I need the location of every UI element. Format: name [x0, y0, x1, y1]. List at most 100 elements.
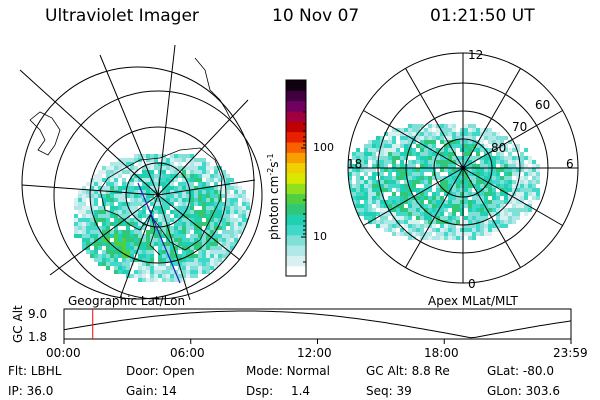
aurora-pixel — [352, 168, 356, 172]
aurora-pixel — [198, 190, 202, 194]
aurora-pixel — [424, 188, 428, 192]
intensity-colorbar — [285, 79, 307, 277]
aurora-pixel — [488, 184, 492, 188]
aurora-pixel — [186, 154, 190, 158]
aurora-pixel — [226, 202, 230, 206]
aurora-pixel — [420, 236, 424, 240]
aurora-pixel — [472, 144, 476, 148]
aurora-pixel — [452, 184, 456, 188]
aurora-pixel — [142, 262, 146, 266]
aurora-pixel — [420, 196, 424, 200]
aurora-pixel — [142, 214, 146, 218]
aurora-pixel — [428, 232, 432, 236]
aurora-pixel — [480, 224, 484, 228]
aurora-pixel — [238, 194, 242, 198]
aurora-pixel — [404, 140, 408, 144]
aurora-pixel — [428, 156, 432, 160]
aurora-pixel — [344, 180, 348, 184]
aurora-pixel — [416, 144, 420, 148]
aurora-pixel — [464, 220, 468, 224]
aurora-pixel — [396, 184, 400, 188]
aurora-pixel — [202, 238, 206, 242]
aurora-pixel — [190, 194, 194, 198]
aurora-pixel — [130, 250, 134, 254]
aurora-pixel — [158, 250, 162, 254]
aurora-pixel — [150, 186, 154, 190]
aurora-pixel — [146, 222, 150, 226]
aurora-pixel — [202, 266, 206, 270]
aurora-pixel — [372, 176, 376, 180]
aurora-pixel — [404, 220, 408, 224]
aurora-pixel — [198, 254, 202, 258]
aurora-pixel — [98, 170, 102, 174]
aurora-pixel — [146, 154, 150, 158]
aurora-pixel — [90, 202, 94, 206]
aurora-pixel — [348, 176, 352, 180]
aurora-pixel — [182, 170, 186, 174]
aurora-pixel — [504, 208, 508, 212]
aurora-pixel — [420, 176, 424, 180]
aurora-pixel — [380, 184, 384, 188]
aurora-pixel — [178, 186, 182, 190]
aurora-pixel — [440, 168, 444, 172]
aurora-pixel — [400, 228, 404, 232]
aurora-pixel — [122, 266, 126, 270]
aurora-pixel — [174, 258, 178, 262]
aurora-pixel — [496, 144, 500, 148]
aurora-pixel — [508, 200, 512, 204]
aurora-pixel — [126, 186, 130, 190]
aurora-pixel — [190, 222, 194, 226]
aurora-pixel — [106, 258, 110, 262]
aurora-pixel — [162, 218, 166, 222]
aurora-pixel — [360, 212, 364, 216]
aurora-pixel — [146, 214, 150, 218]
aurora-pixel — [368, 152, 372, 156]
aurora-pixel — [150, 270, 154, 274]
aurora-pixel — [368, 196, 372, 200]
aurora-pixel — [162, 250, 166, 254]
aurora-pixel — [416, 220, 420, 224]
aurora-pixel — [162, 174, 166, 178]
aurora-pixel — [488, 128, 492, 132]
aurora-pixel — [372, 156, 376, 160]
aurora-pixel — [170, 190, 174, 194]
aurora-pixel — [246, 206, 250, 210]
aurora-pixel — [396, 144, 400, 148]
aurora-pixel — [444, 184, 448, 188]
aurora-pixel — [206, 194, 210, 198]
aurora-pixel — [364, 208, 368, 212]
aurora-pixel — [82, 238, 86, 242]
instrument-title: Ultraviolet Imager — [45, 6, 199, 26]
aurora-pixel — [126, 270, 130, 274]
aurora-pixel — [492, 136, 496, 140]
aurora-pixel — [396, 152, 400, 156]
aurora-pixel — [142, 210, 146, 214]
aurora-pixel — [436, 156, 440, 160]
aurora-pixel — [214, 242, 218, 246]
aurora-pixel — [352, 196, 356, 200]
aurora-pixel — [440, 216, 444, 220]
aurora-pixel — [146, 194, 150, 198]
aurora-pixel — [190, 238, 194, 242]
aurora-pixel — [484, 188, 488, 192]
aurora-pixel — [222, 174, 226, 178]
aurora-pixel — [202, 174, 206, 178]
mlt-meridian — [405, 68, 464, 169]
aurora-pixel — [118, 194, 122, 198]
aurora-pixel — [468, 168, 472, 172]
aurora-pixel — [118, 198, 122, 202]
aurora-pixel — [234, 242, 238, 246]
aurora-pixel — [468, 140, 472, 144]
aurora-pixel — [130, 166, 134, 170]
aurora-pixel — [464, 228, 468, 232]
aurora-pixel — [78, 226, 82, 230]
meridian-line — [99, 54, 159, 196]
aurora-pixel — [162, 274, 166, 278]
aurora-pixel — [150, 262, 154, 266]
aurora-pixel — [238, 214, 242, 218]
aurora-pixel — [182, 254, 186, 258]
aurora-pixel — [524, 184, 528, 188]
aurora-pixel — [388, 144, 392, 148]
aurora-pixel — [174, 254, 178, 258]
aurora-pixel — [356, 148, 360, 152]
